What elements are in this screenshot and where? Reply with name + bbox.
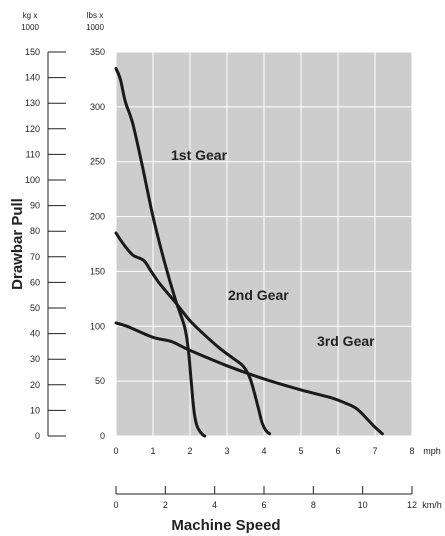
- kg-tick-label: 120: [25, 124, 40, 134]
- kmh-tick-label: 12: [407, 500, 417, 510]
- mph-tick-label: 1: [150, 446, 155, 456]
- series-line-2nd-gear: [114, 231, 272, 436]
- kg-tick-label: 50: [30, 303, 40, 313]
- kmh-axis-ticks: 0 2 4 6 8 10 12: [113, 486, 417, 510]
- mph-unit-label: mph: [423, 446, 441, 456]
- mph-tick-label: 7: [372, 446, 377, 456]
- kmh-tick-label: 2: [163, 500, 168, 510]
- series-line-3rd-gear: [114, 321, 384, 436]
- kg-tick-label: 0: [35, 431, 40, 441]
- mph-tick-label: 5: [298, 446, 303, 456]
- mph-axis-ticks: 0 1 2 3 4 5 6 7 8: [113, 446, 414, 456]
- kg-tick-label: 90: [30, 201, 40, 211]
- series-line-1st-gear: [114, 67, 207, 438]
- lbs-unit-label-line1: lbs x: [87, 11, 103, 20]
- kg-tick-label: 70: [30, 252, 40, 262]
- kmh-tick-label: 0: [113, 500, 118, 510]
- kmh-unit-label: km/h: [422, 500, 442, 510]
- kg-tick-label: 10: [30, 405, 40, 415]
- annotation-2nd-gear: 2nd Gear: [228, 287, 289, 303]
- lbs-tick-label: 350: [90, 47, 105, 57]
- kg-tick-label: 130: [25, 98, 40, 108]
- kg-tick-label: 20: [30, 380, 40, 390]
- series-group: [114, 67, 384, 438]
- annotation-1st-gear: 1st Gear: [171, 147, 228, 163]
- kmh-tick-label: 4: [212, 500, 217, 510]
- lbs-tick-label: 150: [90, 266, 105, 276]
- kg-tick-label: 110: [26, 149, 40, 159]
- mph-tick-label: 4: [261, 446, 266, 456]
- kg-tick-label: 30: [30, 354, 40, 364]
- kmh-tick-label: 8: [311, 500, 316, 510]
- kg-tick-label: 140: [25, 73, 40, 83]
- lbs-tick-label: 100: [90, 321, 105, 331]
- grid-lines: [115, 51, 413, 437]
- kg-axis-ticks: 0 10 20 30 40 50 60 70 80 90 100 110 120 130 140 150: [25, 47, 66, 441]
- lbs-tick-label: 250: [90, 157, 105, 167]
- mph-tick-label: 2: [187, 446, 192, 456]
- kg-tick-label: 100: [25, 175, 40, 185]
- mph-tick-label: 3: [224, 446, 229, 456]
- kg-tick-label: 60: [30, 277, 40, 287]
- kmh-tick-label: 10: [358, 500, 368, 510]
- annotation-3rd-gear: 3rd Gear: [317, 333, 375, 349]
- kg-unit-label-line1: kg x: [23, 11, 38, 20]
- y-axis-title: Drawbar Pull: [9, 198, 26, 290]
- lbs-tick-label: 300: [90, 102, 105, 112]
- lbs-tick-label: 0: [100, 431, 105, 441]
- kg-tick-label: 80: [30, 226, 40, 236]
- kg-unit-label-line2: 1000: [21, 23, 39, 32]
- mph-tick-label: 8: [409, 446, 414, 456]
- lbs-tick-label: 200: [90, 212, 105, 222]
- lbs-axis-ticks: 0 50 100 150 200 250 300 350: [90, 47, 105, 441]
- mph-tick-label: 0: [113, 446, 118, 456]
- lbs-tick-label: 50: [95, 376, 105, 386]
- x-axis-title: Machine Speed: [171, 517, 280, 534]
- lbs-unit-label-line2: 1000: [86, 23, 104, 32]
- mph-tick-label: 6: [335, 446, 340, 456]
- kg-tick-label: 40: [30, 329, 40, 339]
- kg-tick-label: 150: [25, 47, 40, 57]
- kmh-tick-label: 6: [261, 500, 266, 510]
